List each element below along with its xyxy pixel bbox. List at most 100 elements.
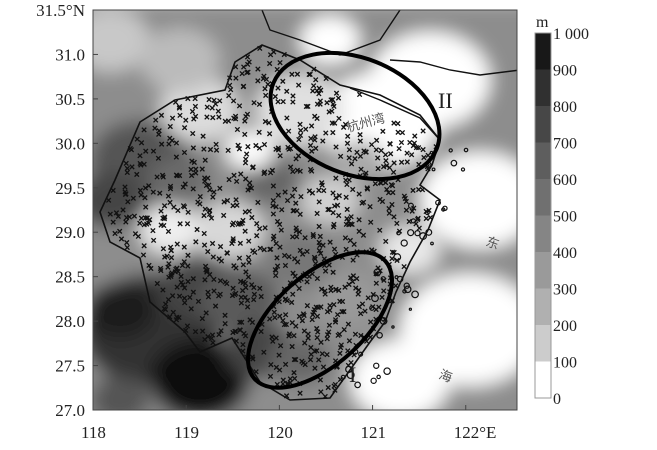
station-marker: [335, 332, 341, 339]
station-marker: [373, 147, 379, 153]
station-marker: [314, 275, 321, 282]
colorbar-frame: [534, 32, 552, 399]
station-marker: [308, 351, 314, 358]
station-marker: [239, 70, 245, 77]
label-sea-2: 海: [437, 368, 454, 387]
station-marker: [201, 212, 207, 219]
station-marker: [313, 145, 319, 152]
station-marker: [267, 316, 273, 322]
station-marker: [147, 217, 153, 223]
station-marker: [247, 317, 253, 323]
station-marker: [265, 81, 271, 87]
station-marker: [282, 189, 288, 195]
station-marker: [204, 114, 210, 120]
station-marker: [255, 66, 261, 72]
station-marker: [316, 247, 323, 254]
station-marker: [416, 225, 422, 231]
station-marker: [334, 311, 341, 318]
station-marker: [154, 174, 160, 180]
station-marker: [337, 376, 344, 383]
station-marker: [185, 278, 191, 285]
station-marker: [181, 295, 188, 301]
station-marker: [423, 215, 429, 222]
station-marker: [274, 255, 280, 261]
station-marker: [269, 334, 275, 340]
station-marker: [272, 267, 278, 273]
station-marker: [373, 280, 379, 286]
station-marker: [122, 191, 129, 198]
station-marker: [110, 187, 116, 194]
station-marker: [165, 228, 172, 235]
station-marker: [280, 317, 286, 324]
station-marker: [267, 246, 273, 252]
station-marker: [231, 172, 237, 178]
station-marker: [276, 352, 282, 358]
station-marker: [249, 354, 255, 360]
station-marker: [396, 228, 403, 234]
station-marker: [134, 171, 140, 178]
label-region-I: I: [349, 362, 356, 387]
station-marker: [194, 226, 200, 233]
island: [402, 289, 407, 294]
station-marker: [352, 331, 359, 337]
region-ellipse-II: [268, 50, 442, 182]
station-marker: [142, 185, 149, 191]
station-marker: [329, 108, 335, 114]
island: [346, 370, 355, 380]
station-marker: [407, 139, 413, 146]
station-marker: [387, 151, 394, 157]
station-marker: [423, 208, 429, 215]
station-marker: [240, 262, 246, 268]
station-marker: [323, 130, 329, 136]
plot-frame: [92, 9, 518, 411]
station-marker: [226, 82, 233, 88]
station-marker: [319, 180, 325, 186]
station-marker: [277, 343, 284, 349]
station-marker: [230, 98, 237, 104]
station-marker: [262, 225, 268, 231]
station-marker: [357, 310, 364, 317]
station-marker: [377, 196, 383, 203]
island: [403, 282, 410, 289]
station-marker: [158, 112, 165, 118]
station-marker: [247, 180, 253, 186]
station-marker: [330, 101, 336, 107]
station-marker: [326, 329, 332, 335]
station-marker: [327, 239, 333, 245]
station-marker: [211, 288, 217, 294]
station-marker: [386, 205, 392, 212]
colorbar-label: 900: [553, 63, 577, 80]
station-marker: [327, 303, 333, 309]
station-marker: [330, 269, 336, 275]
station-marker: [201, 230, 207, 237]
station-marker: [330, 129, 336, 136]
station-marker: [182, 300, 188, 306]
colorbar-segment: [535, 288, 551, 325]
station-marker: [246, 259, 252, 265]
station-marker: [387, 141, 393, 147]
station-marker: [341, 308, 347, 315]
station-marker: [302, 235, 308, 241]
station-marker: [187, 294, 193, 301]
station-marker: [159, 172, 166, 178]
station-marker: [356, 191, 362, 197]
station-marker: [201, 242, 208, 248]
station-marker: [277, 313, 283, 319]
station-marker: [388, 182, 395, 188]
station-marker: [254, 233, 260, 239]
station-marker: [316, 187, 322, 193]
station-marker: [300, 311, 307, 317]
station-marker: [205, 289, 211, 295]
island: [450, 159, 458, 167]
station-marker: [118, 236, 125, 242]
station-marker: [345, 362, 352, 369]
station-marker: [203, 310, 209, 316]
station-marker: [112, 230, 118, 237]
station-marker: [383, 158, 389, 164]
station-marker: [325, 384, 331, 391]
station-marker: [283, 321, 290, 328]
y-tick-label: 28.0: [55, 312, 85, 331]
station-marker: [137, 187, 144, 194]
island: [441, 207, 446, 212]
